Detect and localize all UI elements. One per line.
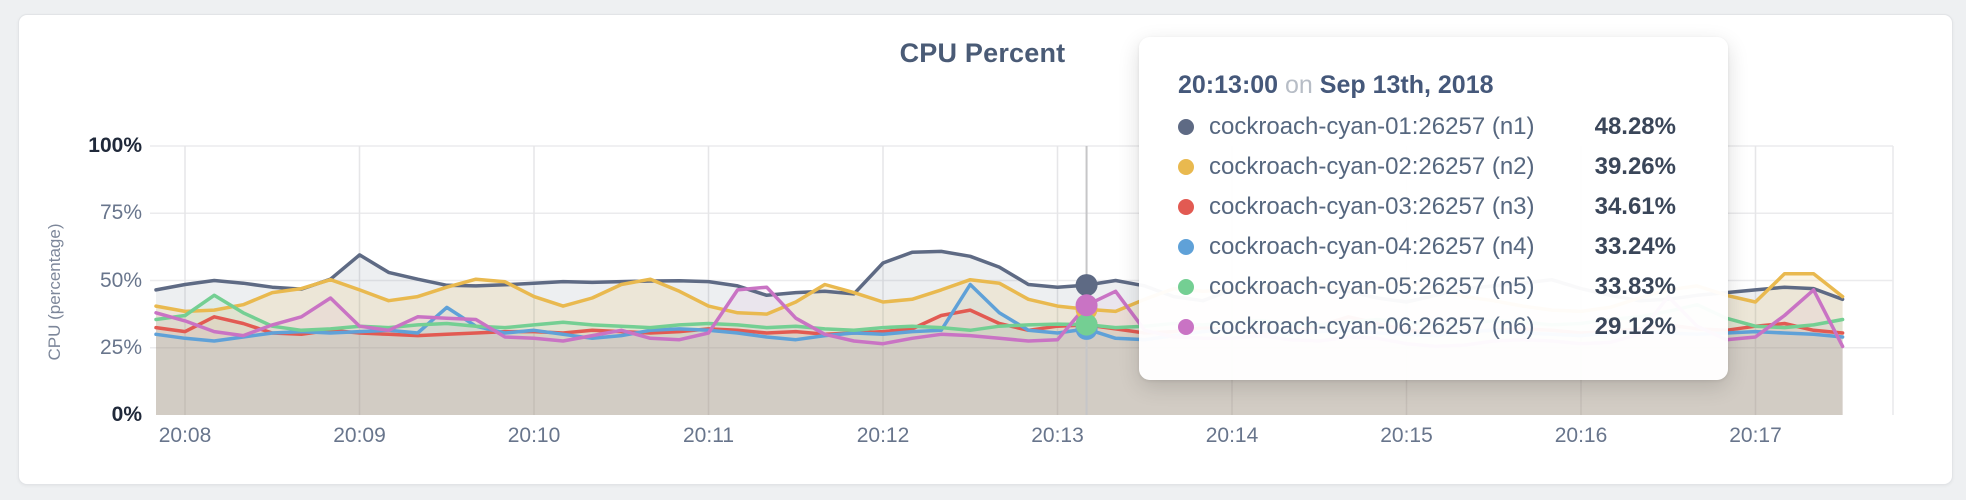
x-tick-20:10: 20:10 [507, 424, 561, 447]
y-tick-75%: 75% [99, 201, 142, 225]
tooltip-series-label: cockroach-cyan-01:26257 (n1) [1209, 113, 1535, 140]
tooltip-series-value: 34.61% [1594, 193, 1676, 220]
tooltip-date: Sep 13th, 2018 [1319, 71, 1494, 99]
tooltip-series-value: 33.83% [1594, 273, 1676, 300]
tooltip-row-n1: cockroach-cyan-01:26257 (n1) 48.28% [1178, 107, 1676, 147]
tooltip-row-n4: cockroach-cyan-04:26257 (n4) 33.24% [1178, 227, 1676, 267]
series-color-dot-icon [1178, 279, 1194, 295]
chart-title: CPU Percent [899, 38, 1066, 68]
series-color-dot-icon [1178, 159, 1194, 175]
series-color-dot-icon [1178, 239, 1194, 255]
tooltip-row-n2: cockroach-cyan-02:26257 (n2) 39.26% [1178, 147, 1676, 187]
series-area-n4 [156, 284, 1843, 415]
series-color-dot-icon [1178, 119, 1194, 135]
series-color-dot-icon [1178, 199, 1194, 215]
hover-tooltip: 20:13:00 on Sep 13th, 2018 cockroach-cya… [1139, 37, 1728, 380]
tooltip-row-n6: cockroach-cyan-06:26257 (n6) 29.12% [1178, 307, 1676, 347]
y-tick-100%: 100% [88, 134, 142, 157]
tooltip-series-value: 29.12% [1594, 313, 1676, 340]
tooltip-row-n3: cockroach-cyan-03:26257 (n3) 34.61% [1178, 187, 1676, 227]
x-tick-20:09: 20:09 [333, 424, 386, 447]
y-tick-25%: 25% [99, 335, 142, 359]
tooltip-series-label: cockroach-cyan-02:26257 (n2) [1209, 153, 1535, 180]
series-area-n6 [156, 287, 1843, 415]
x-tick-20:12: 20:12 [856, 424, 910, 447]
x-tick-20:11: 20:11 [683, 424, 734, 447]
tooltip-series-value: 39.26% [1594, 153, 1676, 180]
x-tick-20:13: 20:13 [1031, 424, 1084, 447]
x-tick-20:16: 20:16 [1554, 424, 1608, 447]
x-tick-20:17: 20:17 [1729, 424, 1782, 447]
tooltip-series-label: cockroach-cyan-03:26257 (n3) [1209, 193, 1535, 220]
tooltip-row-n5: cockroach-cyan-05:26257 (n5) 33.83% [1178, 267, 1676, 307]
x-tick-20:14: 20:14 [1205, 424, 1259, 447]
y-tick-0%: 0% [111, 403, 142, 426]
x-tick-20:15: 20:15 [1380, 424, 1433, 447]
tooltip-series-label: cockroach-cyan-04:26257 (n4) [1209, 233, 1535, 260]
tooltip-time: 20:13:00 [1178, 71, 1279, 99]
hover-dot-n5 [1075, 313, 1098, 336]
x-tick-20:08: 20:08 [158, 424, 212, 447]
tooltip-series-label: cockroach-cyan-06:26257 (n6) [1209, 313, 1535, 340]
series-color-dot-icon [1178, 319, 1194, 335]
tooltip-rows: cockroach-cyan-01:26257 (n1) 48.28% cockro… [1178, 107, 1676, 347]
tooltip-on-word: on [1285, 71, 1313, 99]
tooltip-series-value: 48.28% [1594, 113, 1676, 140]
tooltip-header: 20:13:00 on Sep 13th, 2018 [1178, 71, 1676, 99]
tooltip-series-label: cockroach-cyan-05:26257 (n5) [1209, 273, 1535, 300]
tooltip-series-value: 33.24% [1594, 233, 1676, 260]
y-tick-50%: 50% [99, 268, 142, 292]
hover-dot-n6 [1075, 294, 1098, 317]
hover-dot-n1 [1075, 274, 1098, 297]
